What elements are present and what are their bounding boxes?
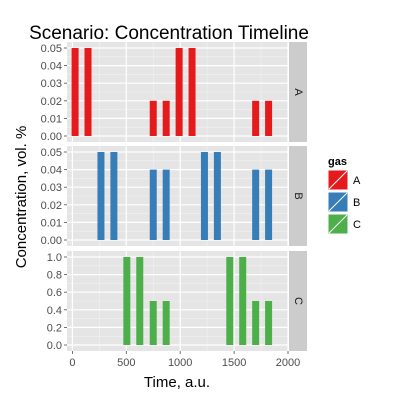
bar-A: [149, 100, 157, 136]
bar-C: [239, 257, 247, 345]
bar-A: [71, 48, 79, 136]
bar-A: [175, 48, 183, 136]
legend-label: A: [353, 175, 361, 187]
facet-strip: [289, 146, 307, 246]
bar-A: [84, 48, 92, 136]
y-tick-label: 0.00: [41, 235, 62, 247]
bar-A: [162, 100, 170, 136]
y-tick-label: 0.00: [41, 131, 62, 143]
bar-C: [136, 257, 144, 345]
panel-A: 0.00 0.01 0.02 0.03 0.04 0.05 A: [41, 42, 307, 143]
bar-C: [252, 301, 260, 345]
bar-B: [265, 169, 273, 240]
panel-C: 0.0 0.2 0.4 0.6 0.8 1.0 C: [47, 251, 307, 352]
y-tick-label: 0.4: [47, 305, 62, 317]
y-tick-label: 0.05: [41, 147, 62, 159]
facet-strip-label: B: [292, 192, 304, 199]
bar-C: [162, 301, 170, 345]
y-tick-label: 0.2: [47, 322, 62, 334]
y-tick-label: 0.6: [47, 287, 62, 299]
bar-A: [252, 100, 260, 136]
bar-C: [123, 257, 131, 345]
y-tick-label: 0.05: [41, 43, 62, 55]
y-tick-label: 0.01: [41, 217, 62, 229]
x-tick-label: 500: [117, 357, 135, 369]
y-tick-label: 0.01: [41, 113, 62, 125]
y-tick-label: 0.04: [41, 61, 62, 73]
legend: gas ABC: [327, 156, 361, 235]
y-tick-label: 0.03: [41, 78, 62, 90]
bar-B: [149, 169, 157, 240]
panel-B: 0.00 0.01 0.02 0.03 0.04 0.05 B: [41, 146, 307, 247]
legend-title: gas: [328, 156, 347, 168]
x-tick-label: 2000: [276, 357, 300, 369]
bar-B: [200, 152, 208, 240]
legend-key-slash: [328, 214, 348, 234]
facet-strip: [289, 251, 307, 351]
x-tick-label: 1500: [222, 357, 246, 369]
legend-label: B: [353, 197, 360, 209]
legend-item-C: C: [327, 213, 361, 235]
y-tick-label: 0.03: [41, 182, 62, 194]
x-tick-label: 1000: [168, 357, 192, 369]
facet-panels: 0.000.010.020.030.040.05A0.000.010.020.0…: [41, 42, 307, 352]
y-axis-title: Concentration, vol. %: [13, 126, 30, 269]
chart-title: Scenario: Concentration Timeline: [29, 23, 309, 44]
bar-B: [213, 152, 221, 240]
y-tick-label: 0.8: [47, 270, 62, 282]
y-tick-label: 0.0: [47, 340, 62, 352]
bar-B: [110, 152, 118, 240]
facet-strip-label: C: [292, 297, 304, 305]
bar-A: [265, 100, 273, 136]
legend-item-A: A: [327, 169, 361, 191]
bar-A: [188, 48, 196, 136]
x-tick-label: 0: [69, 357, 75, 369]
bar-B: [252, 169, 260, 240]
bar-C: [226, 257, 234, 345]
facet-strip: [289, 42, 307, 142]
y-tick-label: 1.0: [47, 252, 62, 264]
y-tick-label: 0.02: [41, 200, 62, 212]
legend-label: C: [353, 219, 361, 231]
x-axis-title: Time, a.u.: [144, 374, 210, 391]
y-tick-label: 0.02: [41, 96, 62, 108]
facet-strip-label: A: [292, 88, 304, 96]
bar-C: [265, 301, 273, 345]
bar-C: [149, 301, 157, 345]
bar-B: [162, 169, 170, 240]
legend-key-slash: [328, 170, 348, 190]
legend-key-slash: [328, 192, 348, 212]
bar-B: [97, 152, 105, 240]
x-axis: 0 500 1000 1500 2000: [69, 351, 300, 369]
legend-item-B: B: [327, 191, 360, 213]
y-tick-label: 0.04: [41, 165, 62, 177]
